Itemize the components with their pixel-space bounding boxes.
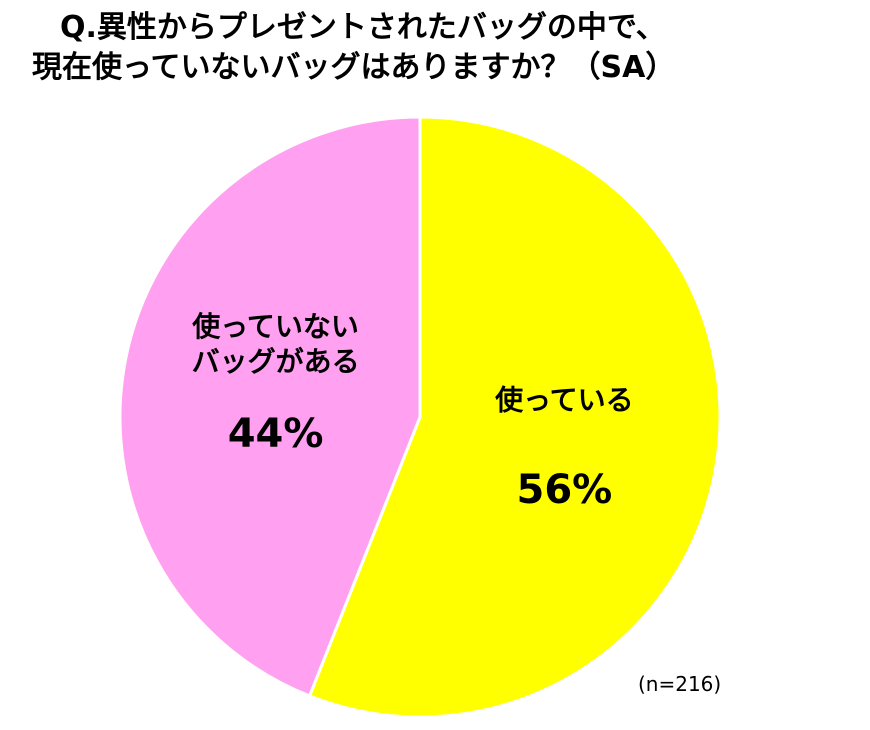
pie-slice bbox=[118, 115, 422, 698]
value-label: 44% bbox=[227, 411, 324, 458]
annotation: (n=216) bbox=[638, 672, 722, 696]
slice-label: 使っていない バッグがある bbox=[191, 310, 360, 379]
value-label: 56% bbox=[516, 466, 613, 513]
chart-title: 現在使っていないバッグはありますか？（SA） bbox=[32, 50, 676, 85]
slice-label: 使っている bbox=[495, 383, 634, 417]
chart-title: Q.異性からプレゼントされたバッグの中で、 bbox=[60, 10, 666, 45]
pie-slice bbox=[307, 115, 722, 719]
